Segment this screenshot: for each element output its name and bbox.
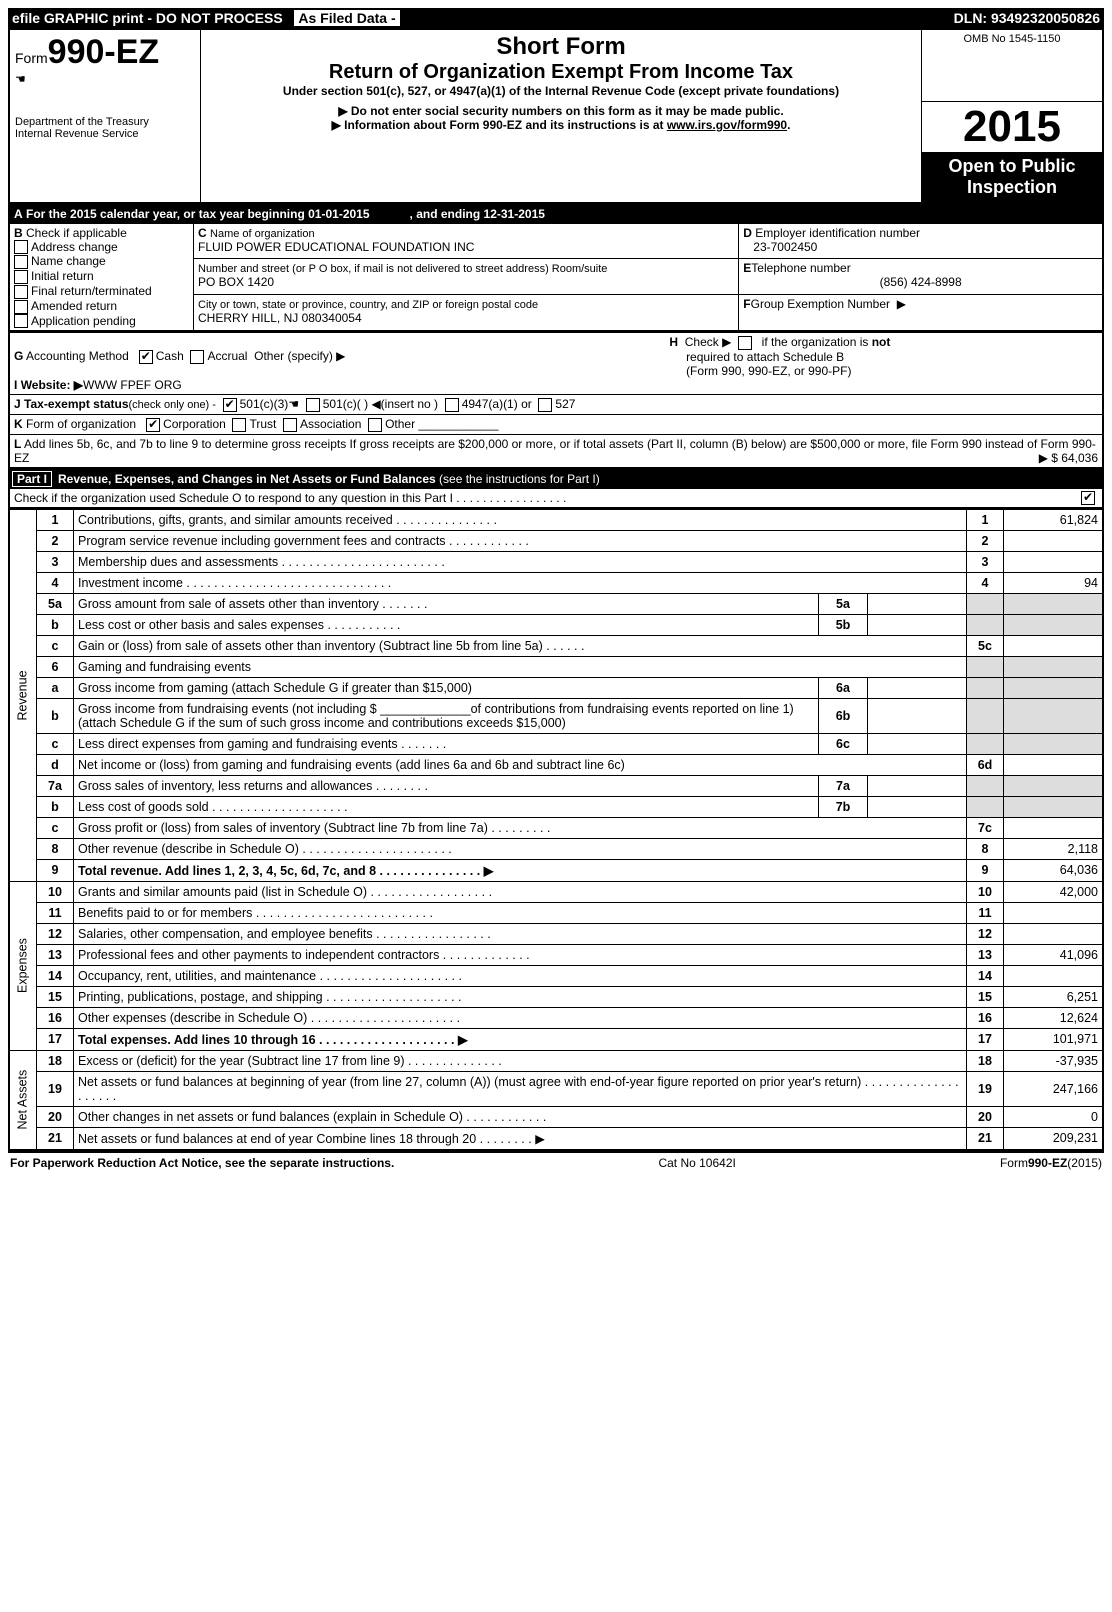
- page-footer: For Paperwork Reduction Act Notice, see …: [8, 1151, 1104, 1173]
- checkbox-4947[interactable]: [445, 398, 459, 412]
- checkbox-association[interactable]: [283, 418, 297, 432]
- c-addr-label: Number and street (or P O box, if mail i…: [198, 263, 607, 275]
- checkbox-h[interactable]: [738, 336, 752, 350]
- checkbox-cash[interactable]: ✔: [139, 350, 153, 364]
- efile-label: efile GRAPHIC print - DO NOT PROCESS: [12, 10, 283, 26]
- gh-section: G Accounting Method ✔Cash Accrual Other …: [8, 331, 1104, 468]
- schedule-o-check-text: Check if the organization used Schedule …: [14, 491, 566, 505]
- info-text: ▶ Information about Form 990-EZ and its …: [332, 118, 667, 132]
- k-label: Form of organization: [26, 417, 136, 431]
- b-label: Check if applicable: [26, 226, 127, 240]
- i-label: Website: ▶: [21, 378, 83, 392]
- identity-section: A For the 2015 calendar year, or tax yea…: [8, 203, 1104, 333]
- checkbox-address-change[interactable]: [14, 240, 28, 254]
- org-address: PO BOX 1420: [198, 275, 274, 289]
- main-title: Return of Organization Exempt From Incom…: [206, 61, 916, 84]
- dln-value: 93492320050826: [991, 10, 1100, 26]
- irs-label: Internal Revenue Service: [15, 128, 195, 140]
- checkbox-final-return[interactable]: [14, 285, 28, 299]
- dln-label: DLN:: [954, 10, 987, 26]
- net-assets-section-label: Net Assets: [9, 1050, 37, 1150]
- part-i-header: Part I Revenue, Expenses, and Changes in…: [8, 469, 1104, 489]
- footer-cat-no: Cat No 10642I: [658, 1156, 735, 1170]
- revenue-section-label: Revenue: [9, 509, 37, 882]
- line-a-text: For the 2015 calendar year, or tax year …: [26, 207, 370, 221]
- checkbox-501c[interactable]: [306, 398, 320, 412]
- org-name: FLUID POWER EDUCATIONAL FOUNDATION INC: [198, 240, 474, 254]
- subtitle: Under section 501(c), 527, or 4947(a)(1)…: [206, 84, 916, 98]
- part-i-table: Revenue 1Contributions, gifts, grants, a…: [8, 508, 1104, 1151]
- expenses-section-label: Expenses: [9, 881, 37, 1050]
- e-label: Telephone number: [751, 261, 850, 275]
- ssn-warning: ▶ Do not enter social security numbers o…: [206, 104, 916, 118]
- checkbox-trust[interactable]: [232, 418, 246, 432]
- tax-year: 2015: [922, 102, 1102, 152]
- dept-label: Department of the Treasury: [15, 116, 195, 128]
- as-filed-label: As Filed Data -: [294, 10, 399, 26]
- footer-form: 990-EZ: [1028, 1156, 1067, 1170]
- l-amount: ▶ $ 64,036: [1039, 451, 1098, 465]
- footer-left: For Paperwork Reduction Act Notice, see …: [10, 1156, 394, 1170]
- pointer-icon: ☚: [288, 397, 299, 411]
- checkbox-amended-return[interactable]: [14, 300, 28, 314]
- checkbox-corporation[interactable]: ✔: [146, 418, 160, 432]
- open-public-label: Open to PublicInspection: [926, 156, 1098, 198]
- form-label: Form: [15, 50, 48, 66]
- short-form-title: Short Form: [206, 33, 916, 61]
- checkbox-application-pending[interactable]: [14, 314, 28, 328]
- form-header: Form990-EZ ☚ Department of the Treasury …: [8, 28, 1104, 204]
- omb-number: OMB No 1545-1150: [927, 33, 1097, 45]
- ein-value: 23-7002450: [753, 240, 817, 254]
- pointer-icon: ☚: [15, 72, 26, 86]
- line-a-end: , and ending 12-31-2015: [410, 207, 545, 221]
- top-bar: efile GRAPHIC print - DO NOT PROCESS As …: [8, 8, 1104, 28]
- l-text: Add lines 5b, 6c, and 7b to line 9 to de…: [14, 437, 1096, 465]
- checkbox-name-change[interactable]: [14, 255, 28, 269]
- c-name-label: Name of organization: [210, 228, 315, 240]
- f-label: Group Exemption Number: [751, 297, 890, 311]
- part-label: Part I: [12, 471, 52, 487]
- checkbox-accrual[interactable]: [190, 350, 204, 364]
- c-city-label: City or town, state or province, country…: [198, 299, 538, 311]
- phone-value: (856) 424-8998: [743, 275, 1098, 289]
- checkbox-527[interactable]: [538, 398, 552, 412]
- irs-link[interactable]: www.irs.gov/form990: [667, 118, 787, 132]
- org-city: CHERRY HILL, NJ 080340054: [198, 311, 362, 325]
- d-label: Employer identification number: [755, 226, 920, 240]
- j-label: Tax-exempt status: [24, 397, 128, 411]
- checkbox-schedule-o[interactable]: ✔: [1081, 491, 1095, 505]
- g-label: Accounting Method: [26, 349, 129, 363]
- checkbox-other[interactable]: [368, 418, 382, 432]
- form-number: 990-EZ: [48, 33, 160, 71]
- checkbox-initial-return[interactable]: [14, 270, 28, 284]
- checkbox-501c3[interactable]: ✔: [223, 398, 237, 412]
- website-value: WWW FPEF ORG: [83, 378, 182, 392]
